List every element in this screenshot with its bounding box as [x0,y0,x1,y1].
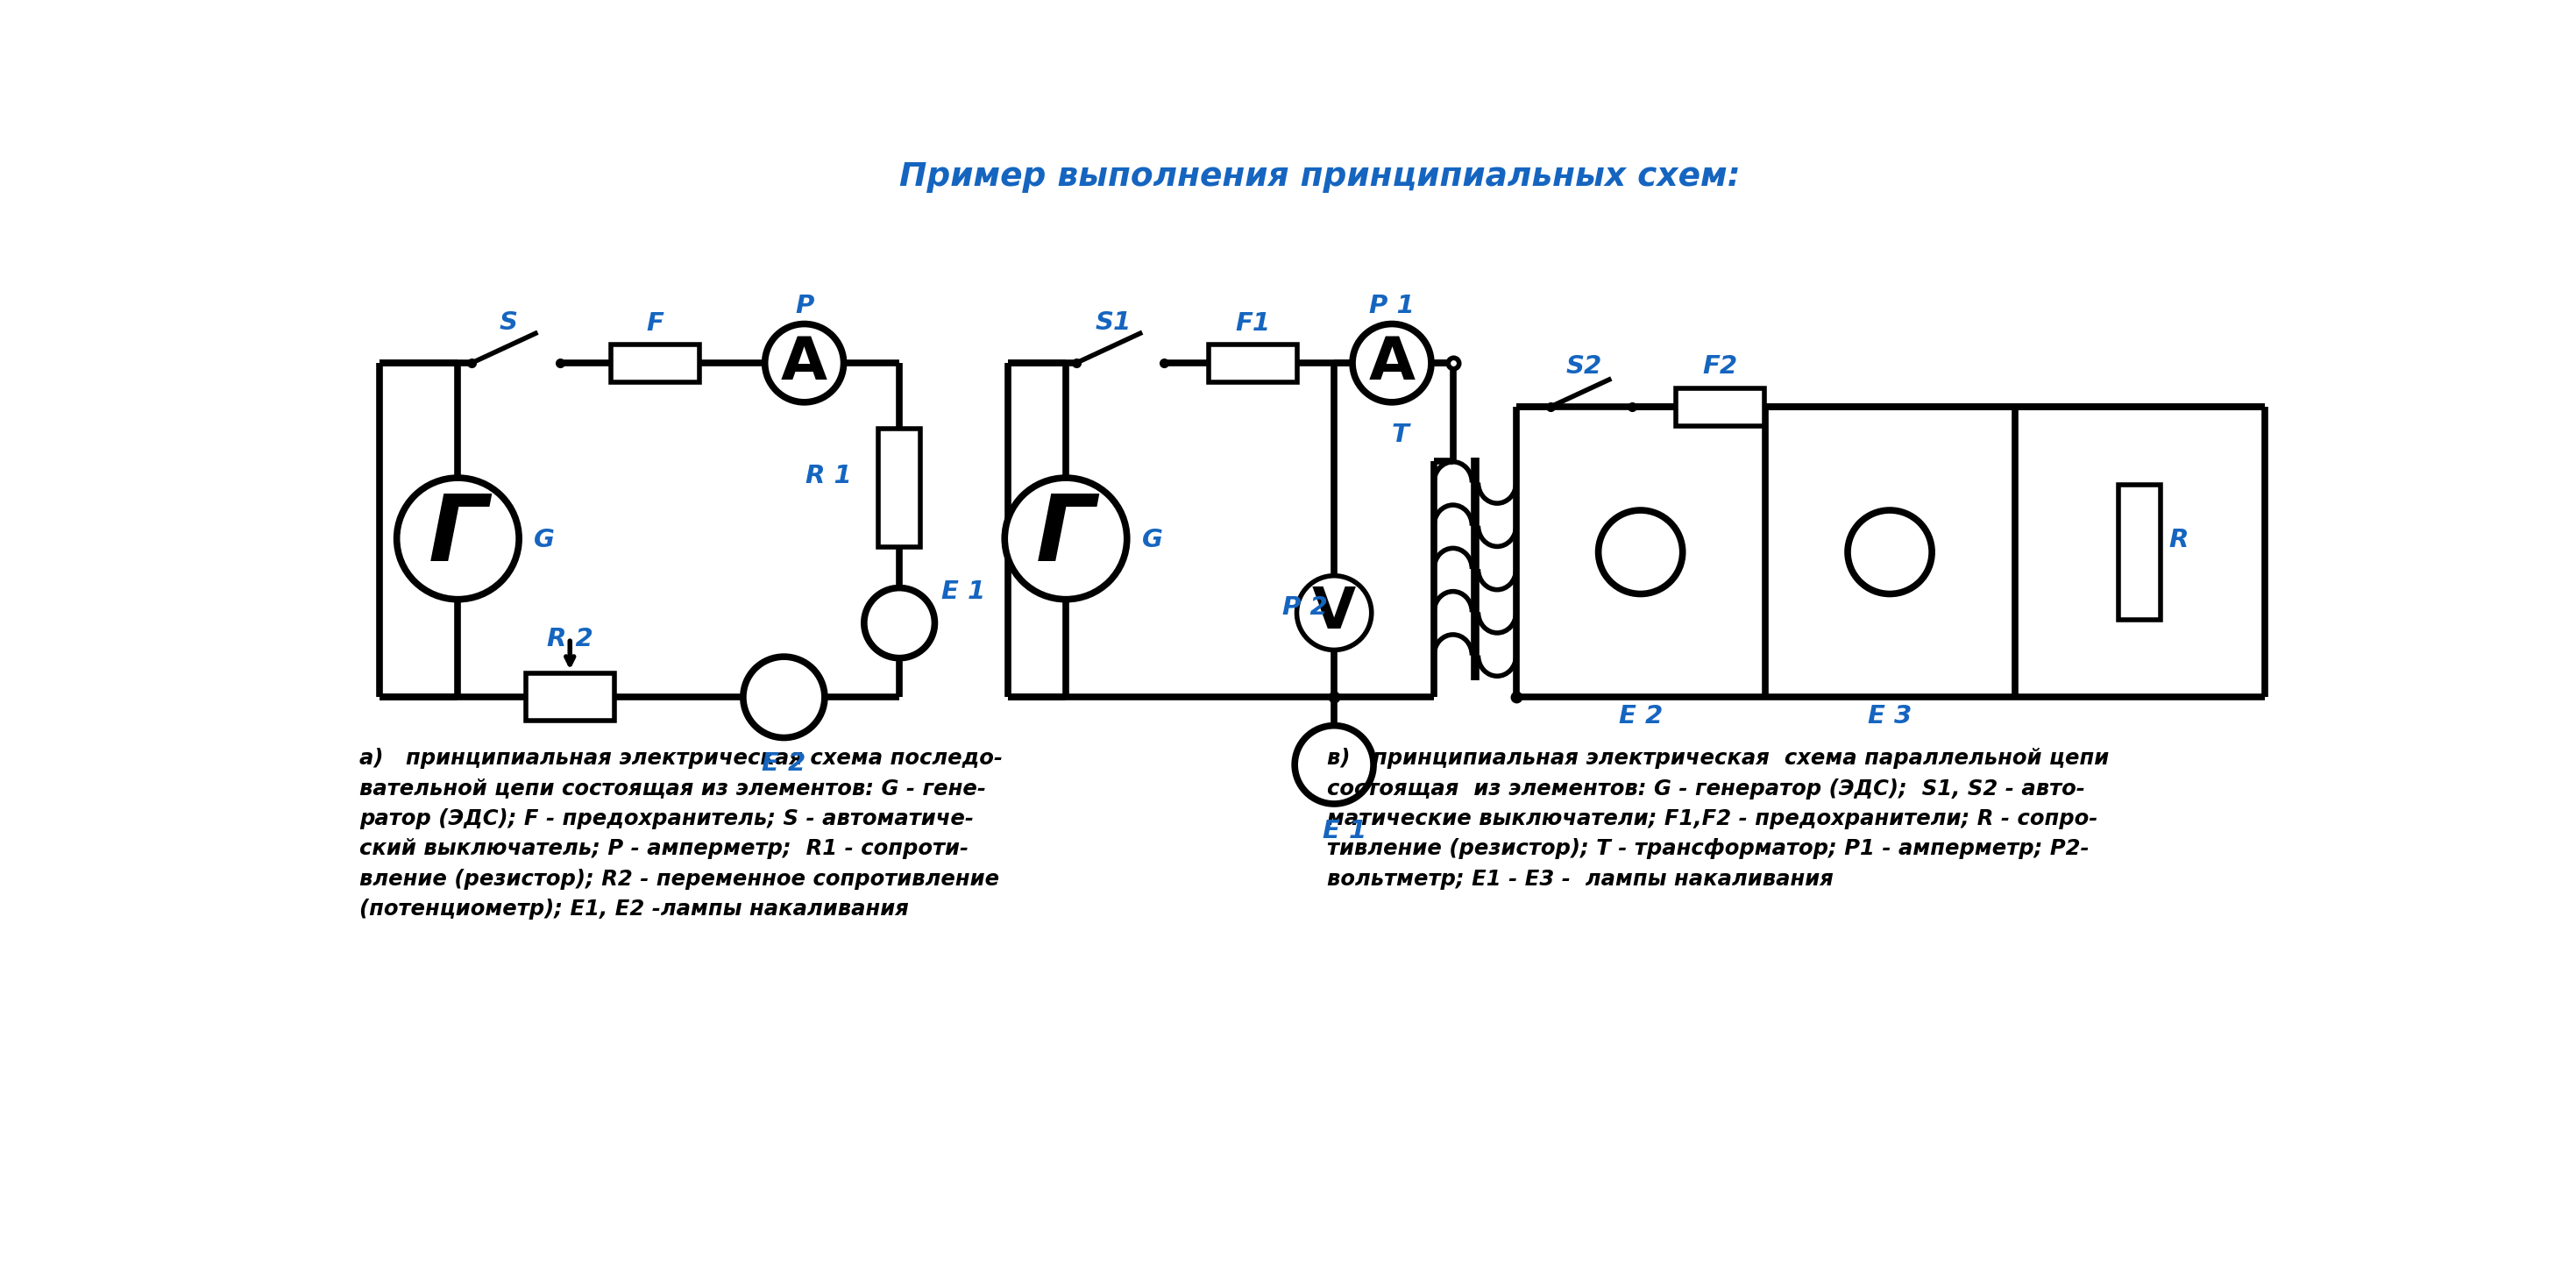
Circle shape [397,478,518,600]
Text: P 1: P 1 [1370,293,1414,319]
Circle shape [1296,576,1370,650]
Text: G: G [533,528,554,552]
Bar [2117,484,2161,620]
Text: в)   принципиальная электрическая  схема параллельной цепи
состоящая  из элемент: в) принципиальная электрическая схема па… [1327,748,2110,889]
Circle shape [863,588,935,658]
Text: Пример выполнения принципиальных схем:: Пример выполнения принципиальных схем: [899,162,1741,194]
Text: S: S [500,310,518,335]
Text: а)   принципиальная электрическая схема последо-
вательной цепи состоящая из эле: а) принципиальная электрическая схема по… [361,748,1002,920]
Text: V: V [1311,584,1355,641]
Text: A: A [781,334,827,392]
Text: P 2: P 2 [1283,595,1327,620]
Bar [611,344,698,382]
Text: T: T [1391,423,1409,448]
Circle shape [1005,478,1126,600]
Text: R 2: R 2 [546,626,592,651]
Text: Г: Г [428,491,487,581]
Text: E 1: E 1 [940,579,987,605]
Bar [878,429,920,546]
Circle shape [1597,510,1682,595]
Text: S2: S2 [1566,354,1602,378]
Text: E 2: E 2 [762,751,806,775]
Bar [526,673,613,721]
Text: Г: Г [1036,491,1095,581]
Bar [1208,344,1296,382]
Bar [1677,388,1765,426]
Text: G: G [1141,528,1162,552]
Circle shape [1296,726,1373,803]
Text: E 1: E 1 [1321,818,1365,844]
Text: E 3: E 3 [1868,703,1911,729]
Circle shape [1847,510,1932,595]
Text: F1: F1 [1234,311,1270,336]
Text: F2: F2 [1703,354,1739,378]
Circle shape [742,657,824,737]
Text: F: F [647,311,665,336]
Text: E 2: E 2 [1618,703,1662,729]
Text: R 1: R 1 [806,463,853,488]
Circle shape [1352,324,1432,402]
Text: S1: S1 [1095,310,1131,335]
Circle shape [765,324,845,402]
Text: R: R [2169,528,2190,552]
Text: A: A [1368,334,1414,392]
Text: P: P [796,293,814,319]
